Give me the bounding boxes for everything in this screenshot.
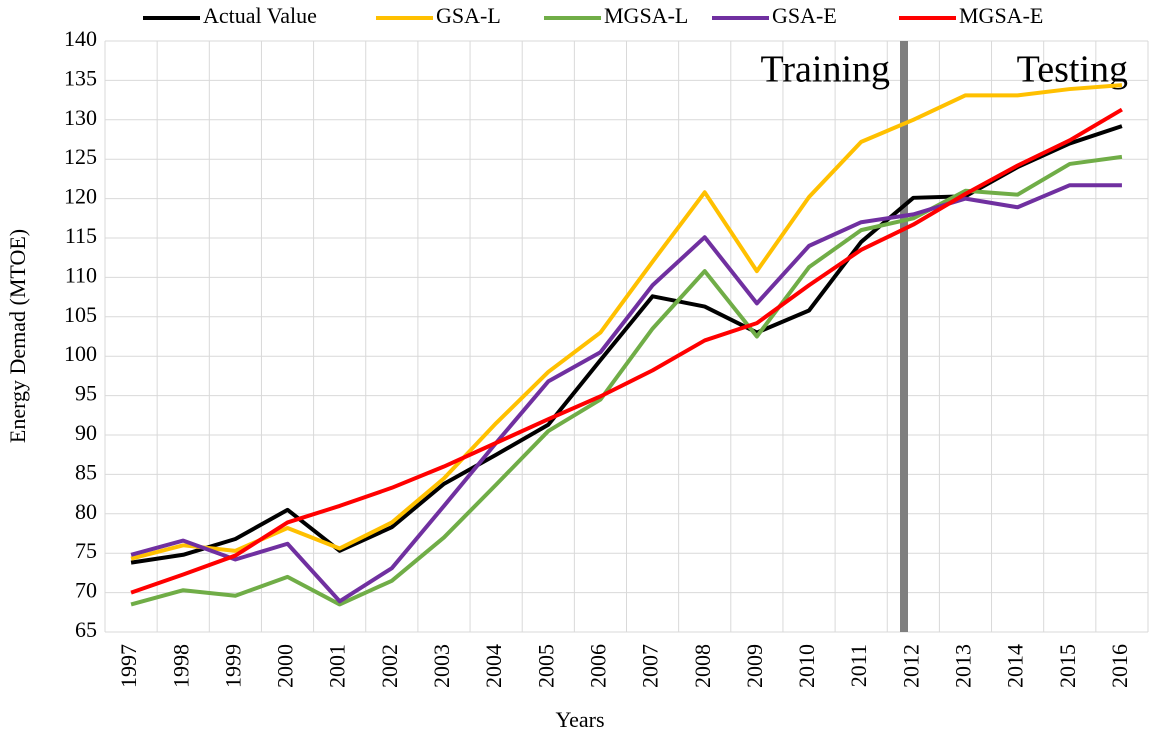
x-axis-label: Years [555,707,604,732]
y-tick-label: 110 [65,262,97,287]
y-tick-label: 135 [64,65,97,90]
y-tick-label: 120 [64,184,97,209]
legend-label: GSA-E [772,3,837,28]
x-tick-label: 2008 [690,644,715,688]
y-tick-label: 75 [75,538,97,563]
x-tick-label: 2004 [481,644,506,688]
y-tick-label: 85 [75,459,97,484]
y-tick-label: 70 [75,578,97,603]
y-tick-label: 65 [75,617,97,642]
x-tick-label: 2014 [1003,644,1028,688]
annotation: Training [760,49,890,91]
x-tick-label: 2006 [585,644,610,688]
x-tick-label: 2016 [1107,644,1132,688]
x-tick-label: 2005 [533,644,558,688]
series-line [130,154,1123,607]
y-tick-label: 115 [65,223,97,248]
y-axis-label: Energy Demad (MTOE) [5,229,30,443]
x-tick-label: 2012 [898,644,923,688]
x-tick-label: 2000 [273,644,298,688]
y-tick-label: 100 [64,341,97,366]
y-tick-label: 125 [64,144,97,169]
legend-label: MGSA-L [604,3,688,28]
series-line [130,83,1123,561]
y-tick-label: 130 [64,105,97,130]
x-tick-label: 2007 [638,644,663,688]
x-tick-label: 1999 [220,644,245,688]
legend-label: GSA-L [436,3,501,28]
x-tick-label: 2003 [429,644,454,688]
x-tick-label: 2011 [846,644,871,687]
annotation: Testing [1017,49,1128,91]
y-tick-label: 80 [75,499,97,524]
x-tick-label: 2015 [1055,644,1080,688]
x-tick-label: 2009 [742,644,767,688]
legend-label: MGSA-E [959,3,1043,28]
x-tick-label: 1997 [116,644,141,688]
x-tick-label: 2001 [325,644,350,688]
x-tick-label: 2002 [377,644,402,688]
y-tick-label: 140 [64,26,97,51]
legend-label: Actual Value [203,3,317,28]
series-line [130,107,1123,595]
x-tick-label: 2013 [951,644,976,688]
y-tick-label: 105 [64,302,97,327]
y-tick-label: 95 [75,381,97,406]
x-tick-label: 2010 [794,644,819,688]
x-tick-label: 1998 [168,644,193,688]
y-tick-label: 90 [75,420,97,445]
